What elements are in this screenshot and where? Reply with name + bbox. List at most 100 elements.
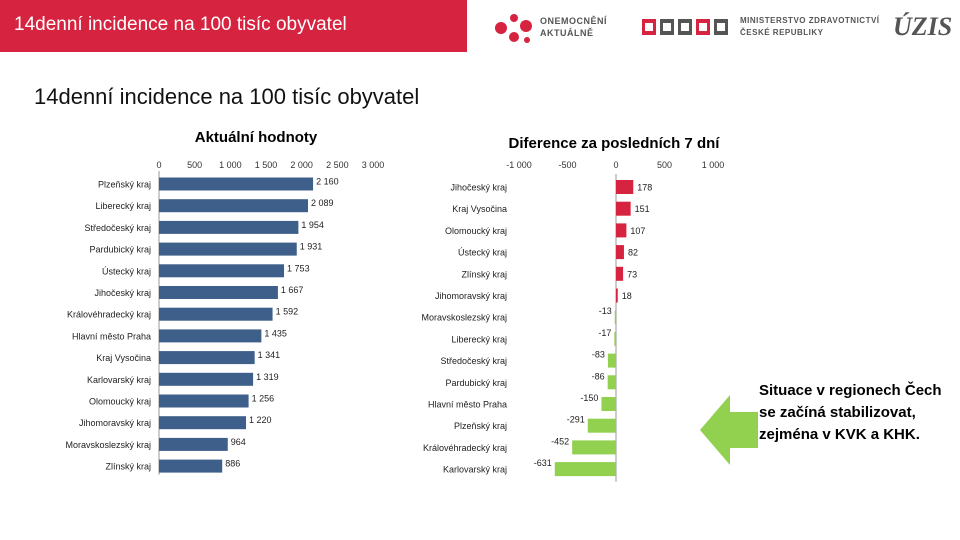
chart1-bar xyxy=(159,416,247,430)
chart1-value-label: 1 954 xyxy=(301,220,324,230)
left-arrow-icon xyxy=(700,395,758,465)
chart-current-values: Aktuální hodnoty 0 500 1 000 1 500 2 000 2 500… xyxy=(65,129,384,475)
chart1-value-label: 1 435 xyxy=(264,328,287,338)
chart1-value-label: 1 931 xyxy=(300,242,323,252)
chart2-value-label: -17 xyxy=(598,328,611,338)
chart2-bar xyxy=(614,310,616,325)
chart2-category-label: Hlavní město Praha xyxy=(428,400,507,410)
chart2-bar xyxy=(607,353,616,368)
chart1-category-label: Moravskoslezský kraj xyxy=(65,440,151,450)
chart2-category-label: Ústecký kraj xyxy=(458,248,507,258)
chart1-category-label: Karlovarský kraj xyxy=(87,375,151,385)
header-title: 14denní incidence na 100 tisíc obyvatel xyxy=(14,14,347,35)
chart1-bar xyxy=(159,286,278,299)
chart2-bar xyxy=(616,180,634,194)
chart1-category-label: Hlavní město Praha xyxy=(72,331,151,341)
chart1-tick-label: 1 500 xyxy=(255,160,278,170)
chart2-title: Diference za posledních 7 dní xyxy=(509,135,721,152)
mzcr-logo-icon xyxy=(642,19,728,35)
chart1-value-label: 1 667 xyxy=(281,285,304,295)
chart2-category-label: Moravskoslezský kraj xyxy=(421,313,507,323)
chart1-category-label: Olomoucký kraj xyxy=(89,397,151,407)
chart2-value-label: -150 xyxy=(580,393,598,403)
chart2-category-label: Karlovarský kraj xyxy=(443,465,507,475)
chart2-category-label: Olomoucký kraj xyxy=(445,226,507,236)
header: 14denní incidence na 100 tisíc obyvatel … xyxy=(0,0,960,52)
chart2-value-label: 178 xyxy=(637,183,652,193)
chart1-bar xyxy=(159,220,299,234)
chart2-category-label: Pardubický kraj xyxy=(445,378,507,388)
note-text: Situace v regionech Čech se začíná stabi… xyxy=(759,382,942,443)
chart2-bar xyxy=(601,397,616,411)
chart2-tick-label: 1 000 xyxy=(702,160,725,170)
chart1-value-label: 886 xyxy=(225,459,240,469)
chart1-tick-label: 0 xyxy=(156,160,161,170)
chart2-bar xyxy=(616,201,631,216)
chart1-value-label: 1 753 xyxy=(287,263,310,273)
chart1-category-label: Liberecký kraj xyxy=(95,201,151,211)
chart2-bar xyxy=(587,418,616,433)
chart1-category-label: Ústecký kraj xyxy=(102,266,151,276)
chart1-category-label: Pardubický kraj xyxy=(89,245,151,255)
chart2-value-label: -631 xyxy=(534,458,552,468)
chart1-bar xyxy=(159,307,273,321)
chart2-category-label: Liberecký kraj xyxy=(451,334,507,344)
logo-mz-text: MINISTERSTVO ZDRAVOTNICTVÍ ČESKÉ REPUBLI… xyxy=(740,15,880,39)
chart1-value-label: 1 220 xyxy=(249,415,272,425)
chart1-category-label: Středočeský kraj xyxy=(84,223,151,233)
chart1-tick-label: 1 000 xyxy=(219,160,242,170)
chart2-tick-label: 500 xyxy=(657,160,672,170)
chart1-bar xyxy=(159,329,262,343)
chart1-bar xyxy=(159,437,228,451)
chart1-category-label: Zlínský kraj xyxy=(105,462,151,472)
chart1-category-label: Plzeňský kraj xyxy=(98,180,151,190)
chart2-tick-label: -500 xyxy=(558,160,576,170)
chart2-value-label: 82 xyxy=(628,248,638,258)
chart1-bar xyxy=(159,199,309,213)
chart1-category-label: Kraj Vysočina xyxy=(96,353,151,363)
chart2-category-label: Jihočeský kraj xyxy=(450,183,507,193)
chart2-tick-label: -1 000 xyxy=(506,160,532,170)
chart1-value-label: 2 160 xyxy=(316,177,339,187)
chart2-value-label: -86 xyxy=(592,371,605,381)
chart1-bar xyxy=(159,459,223,473)
chart1-value-label: 1 256 xyxy=(252,394,275,404)
chart2-value-label: -13 xyxy=(599,306,612,316)
chart1-title: Aktuální hodnoty xyxy=(195,129,318,146)
chart1-bar xyxy=(159,242,297,256)
chart1-bar xyxy=(159,351,255,365)
chart2-value-label: -452 xyxy=(551,436,569,446)
chart1-bar xyxy=(159,264,285,278)
logo-oa-line1: ONEMOCNĚNÍ xyxy=(540,16,608,26)
chart1-value-label: 964 xyxy=(231,437,246,447)
chart2-category-label: Středočeský kraj xyxy=(440,356,507,366)
chart-weekly-difference: Diference za posledních 7 dní -1 000 -500 0… xyxy=(421,135,724,482)
chart1-value-label: 2 089 xyxy=(311,198,334,208)
chart1-tick-label: 3 000 xyxy=(362,160,385,170)
chart2-bar xyxy=(616,223,627,238)
chart1-tick-label: 2 500 xyxy=(326,160,349,170)
chart2-category-label: Zlínský kraj xyxy=(461,269,507,279)
chart1-value-label: 1 592 xyxy=(276,307,299,317)
chart2-value-label: 107 xyxy=(630,226,645,236)
chart1-value-label: 1 319 xyxy=(256,372,279,382)
chart1-bar xyxy=(159,177,314,191)
chart2-value-label: 18 xyxy=(622,291,632,301)
chart2-bar xyxy=(616,288,618,303)
chart2-category-label: Královéhradecký kraj xyxy=(423,443,507,453)
chart2-value-label: 73 xyxy=(627,269,637,279)
logo-mz-line1: MINISTERSTVO ZDRAVOTNICTVÍ xyxy=(740,16,880,25)
chart1-tick-label: 2 000 xyxy=(290,160,313,170)
header-bar: 14denní incidence na 100 tisíc obyvatel xyxy=(0,0,467,52)
uzis-logo: ÚZIS xyxy=(893,12,953,41)
chart2-category-label: Plzeňský kraj xyxy=(454,421,507,431)
logo-oa-line2: AKTUÁLNĚ xyxy=(540,28,594,38)
chart1-category-label: Jihomoravský kraj xyxy=(79,418,151,428)
chart2-bar xyxy=(616,245,624,260)
page-title: 14denní incidence na 100 tisíc obyvatel xyxy=(34,84,420,109)
chart1-category-label: Jihočeský kraj xyxy=(94,288,151,298)
chart2-value-label: -291 xyxy=(567,415,585,425)
chart2-category-label: Kraj Vysočina xyxy=(452,204,507,214)
chart2-category-label: Jihomoravský kraj xyxy=(435,291,507,301)
chart1-value-label: 1 341 xyxy=(258,350,281,360)
